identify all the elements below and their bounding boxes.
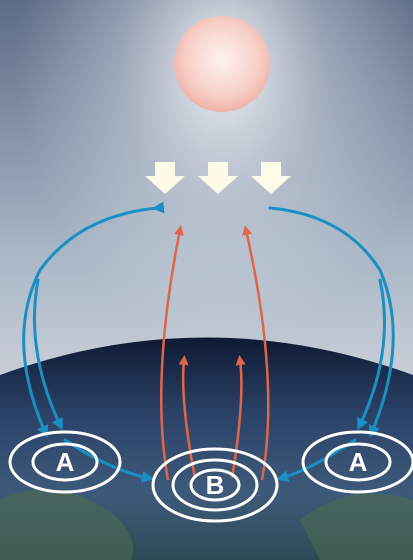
sun bbox=[174, 16, 270, 112]
low-pressure-label: B bbox=[206, 470, 225, 500]
diagram: A B A bbox=[0, 0, 413, 560]
sun-rays bbox=[145, 162, 291, 194]
page: A B A (() => { const data = JSON.parse(d… bbox=[0, 0, 413, 560]
high-pressure-label: A bbox=[56, 447, 75, 477]
high-pressure-label: A bbox=[349, 447, 368, 477]
